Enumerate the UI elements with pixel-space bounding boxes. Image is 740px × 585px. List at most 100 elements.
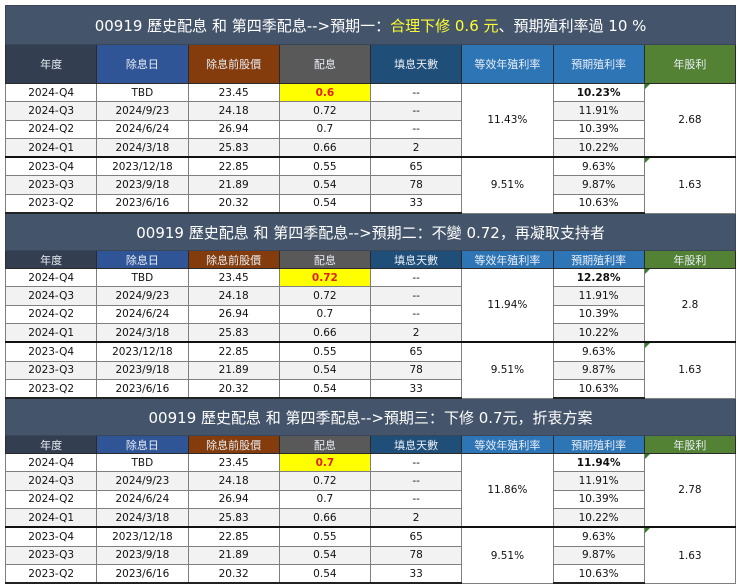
- cell-year: 2024-Q2: [4, 489, 98, 510]
- table-row: 2023-Q3 2023/9/18 21.89 0.54 78 9.87%: [4, 175, 736, 195]
- col-header-dividend: 配息: [278, 250, 372, 270]
- cell-ex-date: 2023/6/16: [96, 193, 189, 215]
- cell-year: 2024-Q3: [4, 471, 98, 491]
- table-row: 2023-Q4 2023/12/18 22.85 0.55 65 9.51% 9.63% 1.…: [4, 341, 737, 399]
- table-row: 2023-Q2 2023/6/16 20.32 0.54 33 10.63%: [4, 378, 736, 400]
- cell-expected-yield: 11.91%: [552, 101, 645, 121]
- cell-ex-date: 2024/6/24: [96, 119, 189, 139]
- cell-fill-days: 33: [369, 378, 463, 400]
- cell-pre-ex-price: 24.18: [187, 471, 280, 491]
- cell-expected-yield: 9.87%: [552, 545, 645, 565]
- cell-year: 2023-Q3: [4, 545, 98, 565]
- cell-expected-yield: 10.39%: [552, 304, 645, 324]
- section-title: 00919 歷史配息 和 第四季配息-->預期一：合理下修 0.6 元、預期殖利…: [4, 5, 737, 45]
- cell-pre-ex-price: 22.85: [187, 156, 280, 177]
- table-row: 2023-Q3 2023/9/18 21.89 0.54 78 9.87%: [4, 545, 736, 565]
- cell-expected-yield: 10.22%: [552, 508, 645, 528]
- cell-year: 2024-Q1: [4, 322, 98, 343]
- cell-dividend: 0.54: [278, 175, 372, 195]
- cell-ex-date: 2024/3/18: [96, 508, 189, 528]
- cell-equiv-yield-2023: 9.51%: [461, 526, 554, 584]
- col-header-pre-ex-price: 除息前股價: [187, 44, 280, 84]
- cell-fill-days: 78: [369, 545, 463, 565]
- cell-fill-days: --: [369, 101, 463, 121]
- table-row: 2023-Q2 2023/6/16 20.32 0.54 33 10.63%: [4, 193, 736, 215]
- cell-pre-ex-price: 26.94: [187, 304, 280, 324]
- cell-ex-date: 2023/9/18: [96, 545, 189, 565]
- cell-annual-dividend-2023: 1.63: [643, 156, 737, 214]
- cell-year: 2023-Q2: [4, 563, 98, 585]
- cell-fill-days: --: [369, 119, 463, 139]
- cell-pre-ex-price: 23.45: [187, 268, 280, 288]
- cell-ex-date: 2024/3/18: [96, 322, 189, 343]
- cell-dividend: 0.54: [278, 378, 372, 400]
- dividend-table: 00919 歷史配息 和 第四季配息-->預期一：合理下修 0.6 元、預期殖利…: [4, 5, 737, 585]
- table-row: 2024-Q4 TBD 23.45 0.7 -- 11.86% 11.94% 2.78: [4, 453, 737, 528]
- cell-pre-ex-price: 22.85: [187, 526, 280, 547]
- cell-expected-yield: 9.63%: [552, 156, 645, 177]
- cell-year: 2024-Q4: [4, 453, 98, 473]
- cell-fill-days: --: [369, 286, 463, 306]
- col-header-ex-date: 除息日: [96, 250, 189, 270]
- col-header-fill-days: 填息天數: [369, 44, 463, 84]
- cell-pre-ex-price: 24.18: [187, 286, 280, 306]
- table-row: 2023-Q4 2023/12/18 22.85 0.55 65 9.51% 9.63% 1.…: [4, 526, 737, 584]
- cell-dividend: 0.7: [278, 489, 372, 510]
- table-row: 2024-Q2 2024/6/24 26.94 0.7 -- 10.39%: [4, 119, 736, 139]
- cell-fill-days: 65: [369, 341, 463, 362]
- cell-ex-date: 2023/9/18: [96, 175, 189, 195]
- cell-ex-date: 2023/6/16: [96, 378, 189, 400]
- table-row: 2024-Q1 2024/3/18 25.83 0.66 2 10.22%: [4, 508, 736, 528]
- section-title-row: 00919 歷史配息 和 第四季配息-->預期二：不變 0.72，再凝取支持者: [4, 212, 737, 252]
- cell-pre-ex-price: 22.85: [187, 341, 280, 362]
- cell-fill-days: 78: [369, 175, 463, 195]
- cell-pre-ex-price: 25.83: [187, 137, 280, 158]
- section-title-highlight: 合理下修 0.6 元: [390, 16, 499, 35]
- cell-ex-date: 2024/3/18: [96, 137, 189, 158]
- cell-fill-days: --: [369, 489, 463, 510]
- cell-expected-yield: 9.63%: [552, 526, 645, 547]
- col-header-expected-yield: 預期殖利率: [552, 250, 645, 270]
- col-header-fill-days: 填息天數: [369, 435, 463, 455]
- cell-year: 2024-Q2: [4, 119, 98, 139]
- cell-dividend: 0.66: [278, 508, 372, 528]
- cell-year: 2023-Q2: [4, 193, 98, 215]
- cell-year: 2024-Q3: [4, 286, 98, 306]
- cell-expected-yield: 10.22%: [552, 322, 645, 343]
- cell-fill-days: 2: [369, 322, 463, 343]
- cell-ex-date: 2023/12/18: [96, 526, 189, 547]
- cell-pre-ex-price: 25.83: [187, 508, 280, 528]
- table-row: 2023-Q3 2023/9/18 21.89 0.54 78 9.87%: [4, 360, 736, 380]
- cell-dividend-forecast: 0.7: [278, 453, 372, 473]
- cell-dividend: 0.54: [278, 193, 372, 215]
- col-header-year: 年度: [4, 435, 98, 455]
- cell-year: 2023-Q3: [4, 175, 98, 195]
- cell-expected-yield: 11.91%: [552, 471, 645, 491]
- col-header-year: 年度: [4, 250, 98, 270]
- table-row: 2024-Q3 2024/9/23 24.18 0.72 -- 11.91%: [4, 286, 736, 306]
- cell-annual-dividend-2024: 2.78: [643, 453, 737, 528]
- section-title-suffix: 、預期殖利率過 10 %: [498, 16, 647, 35]
- cell-pre-ex-price: 21.89: [187, 360, 280, 380]
- cell-dividend: 0.54: [278, 545, 372, 565]
- cell-pre-ex-price: 20.32: [187, 378, 280, 400]
- cell-year: 2024-Q3: [4, 101, 98, 121]
- cell-pre-ex-price: 26.94: [187, 119, 280, 139]
- col-header-ex-date: 除息日: [96, 44, 189, 84]
- cell-expected-yield: 10.22%: [552, 137, 645, 158]
- cell-year: 2024-Q1: [4, 508, 98, 528]
- col-header-ex-date: 除息日: [96, 435, 189, 455]
- col-header-equiv-yield: 等效年殖利率: [461, 250, 554, 270]
- cell-dividend: 0.7: [278, 304, 372, 324]
- cell-ex-date: 2024/9/23: [96, 101, 189, 121]
- cell-equiv-yield-2024: 11.94%: [461, 268, 554, 343]
- cell-dividend: 0.66: [278, 137, 372, 158]
- cell-expected-yield: 10.39%: [552, 489, 645, 510]
- column-header-row: 年度 除息日 除息前股價 配息 填息天數 等效年殖利率 預期殖利率 年股利: [4, 250, 737, 270]
- section-title: 00919 歷史配息 和 第四季配息-->預期三：下修 0.7元，折衷方案: [4, 397, 737, 437]
- cell-ex-date: 2024/9/23: [96, 286, 189, 306]
- table-row: 2024-Q3 2024/9/23 24.18 0.72 -- 11.91%: [4, 101, 736, 121]
- cell-year: 2024-Q4: [4, 268, 98, 288]
- cell-expected-yield: 9.87%: [552, 360, 645, 380]
- cell-expected-yield: 10.63%: [552, 378, 645, 400]
